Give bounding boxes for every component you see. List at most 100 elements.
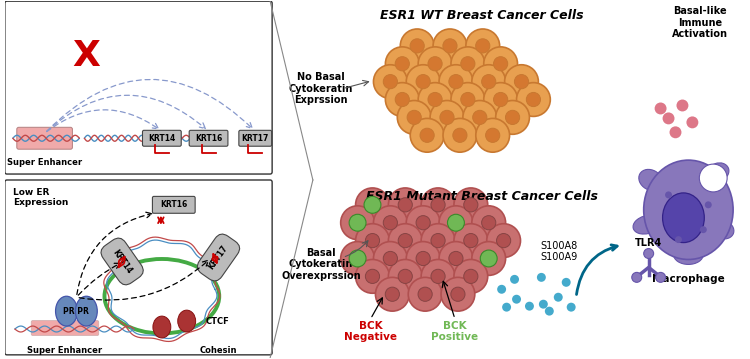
- Circle shape: [451, 83, 484, 116]
- Circle shape: [454, 260, 488, 293]
- Circle shape: [406, 65, 440, 98]
- Circle shape: [430, 101, 464, 134]
- Circle shape: [496, 101, 530, 134]
- Circle shape: [526, 92, 541, 107]
- Text: KRT17: KRT17: [242, 134, 269, 143]
- Ellipse shape: [674, 244, 704, 265]
- Circle shape: [431, 269, 445, 284]
- Circle shape: [517, 83, 550, 116]
- Circle shape: [686, 116, 698, 128]
- Circle shape: [496, 233, 511, 248]
- Ellipse shape: [639, 169, 662, 191]
- Ellipse shape: [699, 164, 728, 192]
- Circle shape: [662, 112, 674, 124]
- Circle shape: [700, 226, 706, 233]
- Circle shape: [644, 248, 654, 258]
- Circle shape: [503, 303, 511, 312]
- Circle shape: [428, 92, 442, 107]
- Circle shape: [440, 110, 454, 125]
- Text: ESR1 WT Breast Cancer Cells: ESR1 WT Breast Cancer Cells: [380, 9, 584, 22]
- Circle shape: [428, 57, 442, 71]
- Circle shape: [442, 39, 457, 53]
- Circle shape: [484, 47, 518, 81]
- Circle shape: [406, 206, 440, 239]
- Circle shape: [494, 57, 508, 71]
- Circle shape: [476, 39, 490, 53]
- Circle shape: [422, 188, 455, 222]
- Ellipse shape: [178, 310, 196, 332]
- Circle shape: [398, 198, 412, 212]
- Ellipse shape: [662, 193, 704, 243]
- Circle shape: [464, 233, 478, 248]
- Circle shape: [537, 273, 546, 282]
- Text: CTCF: CTCF: [206, 317, 230, 326]
- Circle shape: [407, 110, 422, 125]
- Circle shape: [410, 39, 424, 53]
- Text: Super Enhancer: Super Enhancer: [7, 158, 82, 167]
- Circle shape: [655, 103, 667, 115]
- Ellipse shape: [153, 316, 171, 338]
- Text: BCK: BCK: [443, 321, 466, 331]
- Circle shape: [448, 214, 464, 231]
- Circle shape: [472, 65, 506, 98]
- Text: BCK: BCK: [358, 321, 382, 331]
- Circle shape: [422, 260, 455, 293]
- Circle shape: [482, 216, 496, 230]
- Text: S100A8
S100A9: S100A8 S100A9: [541, 241, 578, 262]
- Ellipse shape: [707, 163, 729, 181]
- Circle shape: [451, 47, 484, 81]
- Ellipse shape: [712, 220, 734, 239]
- Circle shape: [567, 303, 576, 312]
- Circle shape: [383, 75, 398, 89]
- Circle shape: [365, 269, 380, 284]
- Circle shape: [356, 260, 389, 293]
- Circle shape: [364, 196, 381, 213]
- Circle shape: [374, 242, 407, 275]
- Text: Negative: Negative: [344, 332, 397, 342]
- Circle shape: [670, 126, 682, 138]
- FancyBboxPatch shape: [32, 321, 99, 335]
- Text: ESR1 Mutant Breast Cancer Cells: ESR1 Mutant Breast Cancer Cells: [366, 190, 598, 203]
- Circle shape: [472, 242, 506, 275]
- Circle shape: [466, 29, 500, 63]
- Circle shape: [419, 83, 452, 116]
- Circle shape: [439, 206, 472, 239]
- Circle shape: [539, 300, 548, 309]
- Circle shape: [497, 285, 506, 294]
- Text: Low ER
Expression: Low ER Expression: [13, 188, 68, 208]
- Circle shape: [472, 206, 506, 239]
- Text: Positive: Positive: [431, 332, 478, 342]
- FancyBboxPatch shape: [238, 130, 272, 146]
- Circle shape: [656, 272, 665, 282]
- FancyBboxPatch shape: [5, 180, 272, 355]
- Text: No Basal
Cytokeratin
Exprssion: No Basal Cytokeratin Exprssion: [289, 72, 353, 105]
- Circle shape: [480, 250, 497, 267]
- Circle shape: [388, 224, 422, 257]
- Circle shape: [419, 47, 452, 81]
- Circle shape: [433, 29, 466, 63]
- Circle shape: [448, 251, 463, 266]
- Circle shape: [705, 201, 712, 208]
- Circle shape: [505, 65, 538, 98]
- Circle shape: [676, 99, 688, 111]
- Circle shape: [510, 275, 519, 284]
- Circle shape: [340, 206, 374, 239]
- FancyBboxPatch shape: [16, 127, 73, 149]
- Circle shape: [398, 269, 412, 284]
- Circle shape: [350, 214, 366, 231]
- Circle shape: [416, 216, 430, 230]
- Circle shape: [395, 92, 410, 107]
- Circle shape: [460, 57, 475, 71]
- Text: X: X: [73, 39, 100, 73]
- Circle shape: [512, 295, 521, 304]
- Circle shape: [506, 110, 520, 125]
- Text: TLR4: TLR4: [635, 238, 662, 248]
- Circle shape: [439, 242, 472, 275]
- Circle shape: [554, 293, 562, 302]
- Circle shape: [476, 118, 509, 152]
- Ellipse shape: [633, 215, 660, 234]
- Circle shape: [386, 287, 400, 301]
- Circle shape: [464, 269, 478, 284]
- Circle shape: [453, 128, 467, 143]
- Text: KRT16: KRT16: [195, 134, 222, 143]
